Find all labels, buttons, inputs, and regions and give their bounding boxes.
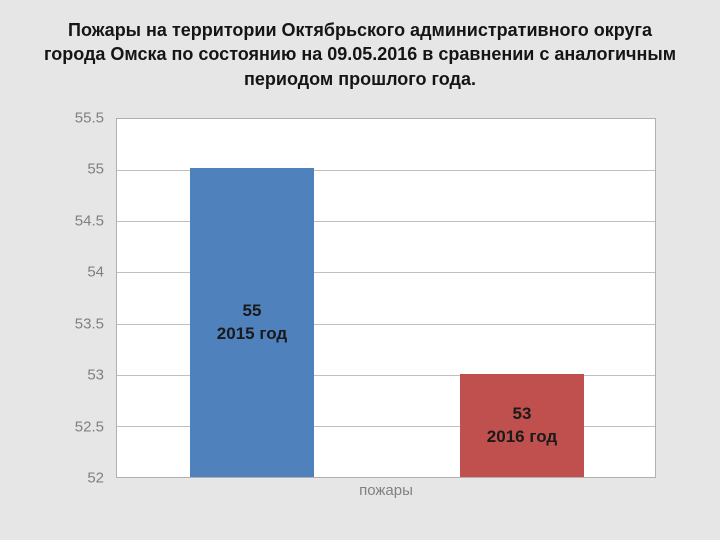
ytick: 54.5: [60, 212, 104, 229]
ytick: 52: [60, 470, 104, 487]
plot-area: 55 2015 год 53 2016 год: [116, 118, 656, 478]
y-axis-labels: 55.5 55 54.5 54 53.5 53 52.5 52: [60, 118, 110, 478]
bar-label: 55 2015 год: [217, 300, 287, 346]
chart: 55.5 55 54.5 54 53.5 53 52.5 52 55 2015 …: [60, 118, 660, 502]
bar-value: 55: [243, 301, 262, 320]
ytick: 53.5: [60, 315, 104, 332]
ytick: 52.5: [60, 418, 104, 435]
bar-2016: 53 2016 год: [460, 374, 584, 477]
bar-label: 53 2016 год: [487, 403, 557, 449]
ytick: 55: [60, 161, 104, 178]
bar-year: 2015 год: [217, 324, 287, 343]
ytick: 54: [60, 264, 104, 281]
bar-year: 2016 год: [487, 427, 557, 446]
ytick: 53: [60, 367, 104, 384]
page: Пожары на территории Октябрьского админи…: [0, 0, 720, 540]
chart-title: Пожары на территории Октябрьского админи…: [40, 18, 680, 91]
ytick: 55.5: [60, 110, 104, 127]
x-axis-label: пожары: [116, 482, 656, 499]
bar-2015: 55 2015 год: [190, 168, 314, 477]
bar-value: 53: [513, 404, 532, 423]
